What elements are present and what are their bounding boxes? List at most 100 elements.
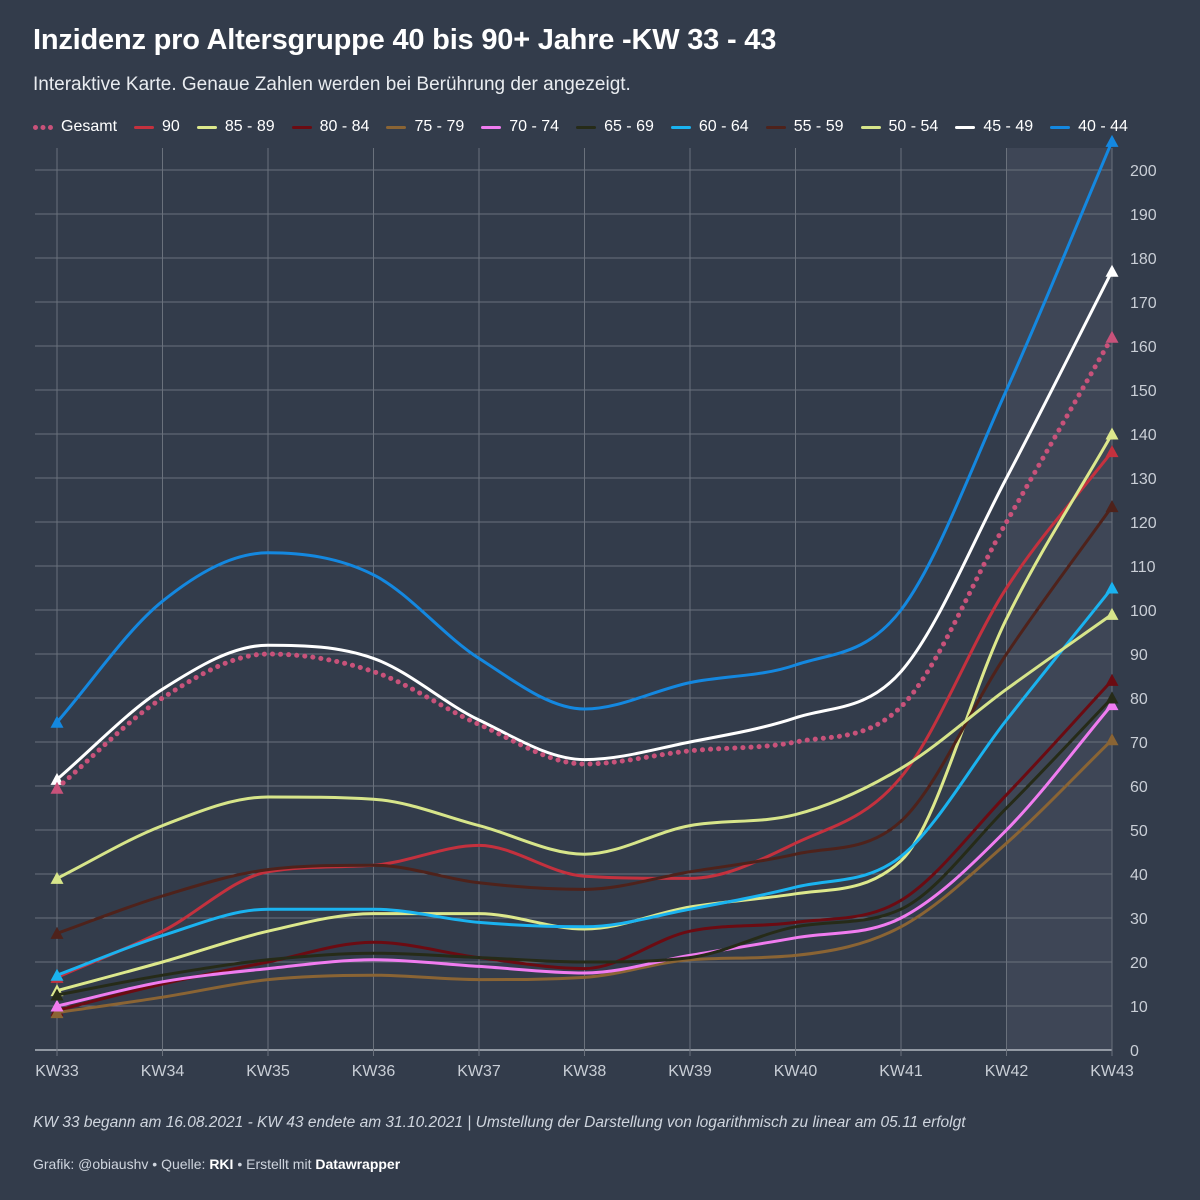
series-marker-start-70-74 [50,999,64,1012]
x-tick-label: KW34 [141,1063,185,1080]
legend-swatch [386,125,407,129]
series-marker-end-75-79 [1105,733,1119,746]
series-marker-start-gesamt [50,781,64,794]
y-tick-label: 50 [1130,823,1148,840]
series-line-90 [55,450,1114,979]
chart-legend: Gesamt 90 85 - 89 80 - 84 75 - 79 70 - 74 65 -… [33,118,1145,136]
x-tick-label: KW40 [774,1063,818,1080]
legend-label: 80 - 84 [319,118,370,135]
legend-label: 60 - 64 [698,118,749,135]
series-marker-start-55-59 [50,926,64,939]
legend-item[interactable]: 70 - 74 [481,118,559,136]
series-marker-end-60-64 [1105,581,1119,594]
y-tick-label: 60 [1130,779,1148,796]
highlight-band [1006,148,1112,1050]
series-line-gesamt [54,334,1115,791]
series-marker-start-65-69 [50,988,64,1001]
y-tick-label: 120 [1130,515,1157,532]
credits-graphic: Grafik: @obiaushv [33,1156,149,1172]
series-marker-end-50-54 [1105,607,1119,620]
legend-label: 85 - 89 [224,118,275,135]
series-line-55-59 [55,505,1114,935]
series-marker-end-65-69 [1105,691,1119,704]
legend-label: 75 - 79 [414,118,465,135]
y-tick-label: 100 [1130,603,1157,620]
legend-swatch [481,125,502,129]
series-line-80-84 [55,678,1114,1012]
x-tick-label: KW39 [668,1063,712,1080]
legend-swatch [33,124,53,130]
legend-label: 55 - 59 [793,118,844,135]
y-tick-label: 170 [1130,295,1157,312]
y-tick-label: 10 [1130,999,1148,1016]
series-marker-end-80-84 [1105,673,1119,686]
series-line-70-74 [55,703,1114,1008]
y-tick-label: 180 [1130,251,1157,268]
y-tick-label: 110 [1130,559,1156,576]
legend-item[interactable]: 60 - 64 [670,118,749,136]
series-marker-start-75-79 [50,1006,64,1019]
x-tick-label: KW43 [1090,1063,1134,1080]
credits-separator: • [237,1156,247,1172]
credits-madewith[interactable]: Datawrapper [315,1156,401,1172]
y-tick-label: 20 [1130,955,1148,972]
legend-item[interactable]: 90 [134,118,180,136]
series-marker-end-90 [1105,445,1119,458]
legend-label: 40 - 44 [1078,118,1128,135]
series-marker-start-60-64 [50,968,64,981]
y-tick-label: 90 [1130,647,1148,664]
x-tick-label: KW42 [985,1063,1029,1080]
series-line-40-44 [55,139,1114,724]
y-tick-label: 190 [1130,207,1157,224]
legend-swatch [670,125,691,129]
series-line-65-69 [55,696,1114,997]
legend-item[interactable]: Gesamt [33,118,117,136]
series-marker-start-40-44 [50,715,64,728]
line-chart[interactable]: 0 10 20 30 40 50 60 70 80 90 100 110 120 130 140 150 160… [0,0,1200,1100]
credits-separator: • [152,1156,162,1172]
y-tick-label: 0 [1130,1043,1139,1060]
series-marker-end-40-44 [1105,134,1119,147]
legend-label: 70 - 74 [509,118,560,135]
legend-label: 90 [162,118,180,135]
legend-item[interactable]: 80 - 84 [291,118,370,136]
credits-source[interactable]: RKI [209,1156,234,1172]
series-line-50-54 [55,612,1114,880]
legend-item[interactable]: 50 - 54 [860,118,939,136]
x-tick-label: KW36 [352,1063,396,1080]
legend-item[interactable]: 55 - 59 [765,118,844,136]
y-tick-label: 150 [1130,383,1157,400]
series-line-60-64 [55,586,1114,977]
legend-swatch [576,125,597,129]
legend-item[interactable]: 75 - 79 [386,118,464,136]
legend-swatch [134,125,155,129]
x-tick-label: KW38 [563,1063,607,1080]
legend-item[interactable]: 85 - 89 [196,118,275,136]
series-marker-end-45-49 [1105,264,1119,277]
credits-source-prefix: Quelle: [161,1156,206,1172]
legend-item[interactable]: 40 - 44 [1050,118,1128,136]
y-tick-label: 70 [1130,735,1148,752]
legend-label: 45 - 49 [983,118,1034,135]
y-tick-label: 80 [1130,691,1148,708]
series-line-75-79 [55,738,1114,1015]
legend-label: 65 - 69 [604,118,654,135]
chart-subtitle: Interaktive Karte. Genaue Zahlen werden … [33,74,631,95]
legend-item[interactable]: 45 - 49 [955,118,1033,136]
legend-swatch [196,125,217,129]
series-marker-end-55-59 [1105,500,1119,513]
x-tick-label: KW41 [879,1063,923,1080]
legend-swatch [765,125,786,129]
chart-note: KW 33 begann am 16.08.2021 - KW 43 endet… [33,1114,966,1131]
legend-item[interactable]: 65 - 69 [576,118,654,136]
series-marker-end-70-74 [1105,698,1119,711]
x-tick-label: KW37 [457,1063,501,1080]
y-tick-label: 40 [1130,867,1148,884]
x-tick-label: KW33 [35,1063,79,1080]
legend-swatch [860,125,881,129]
legend-swatch [955,125,976,129]
legend-label: 50 - 54 [888,118,939,135]
series-marker-end-gesamt [1105,330,1119,343]
credits-madewith-prefix: Erstellt mit [246,1156,312,1172]
series-marker-end-85-89 [1105,427,1119,440]
